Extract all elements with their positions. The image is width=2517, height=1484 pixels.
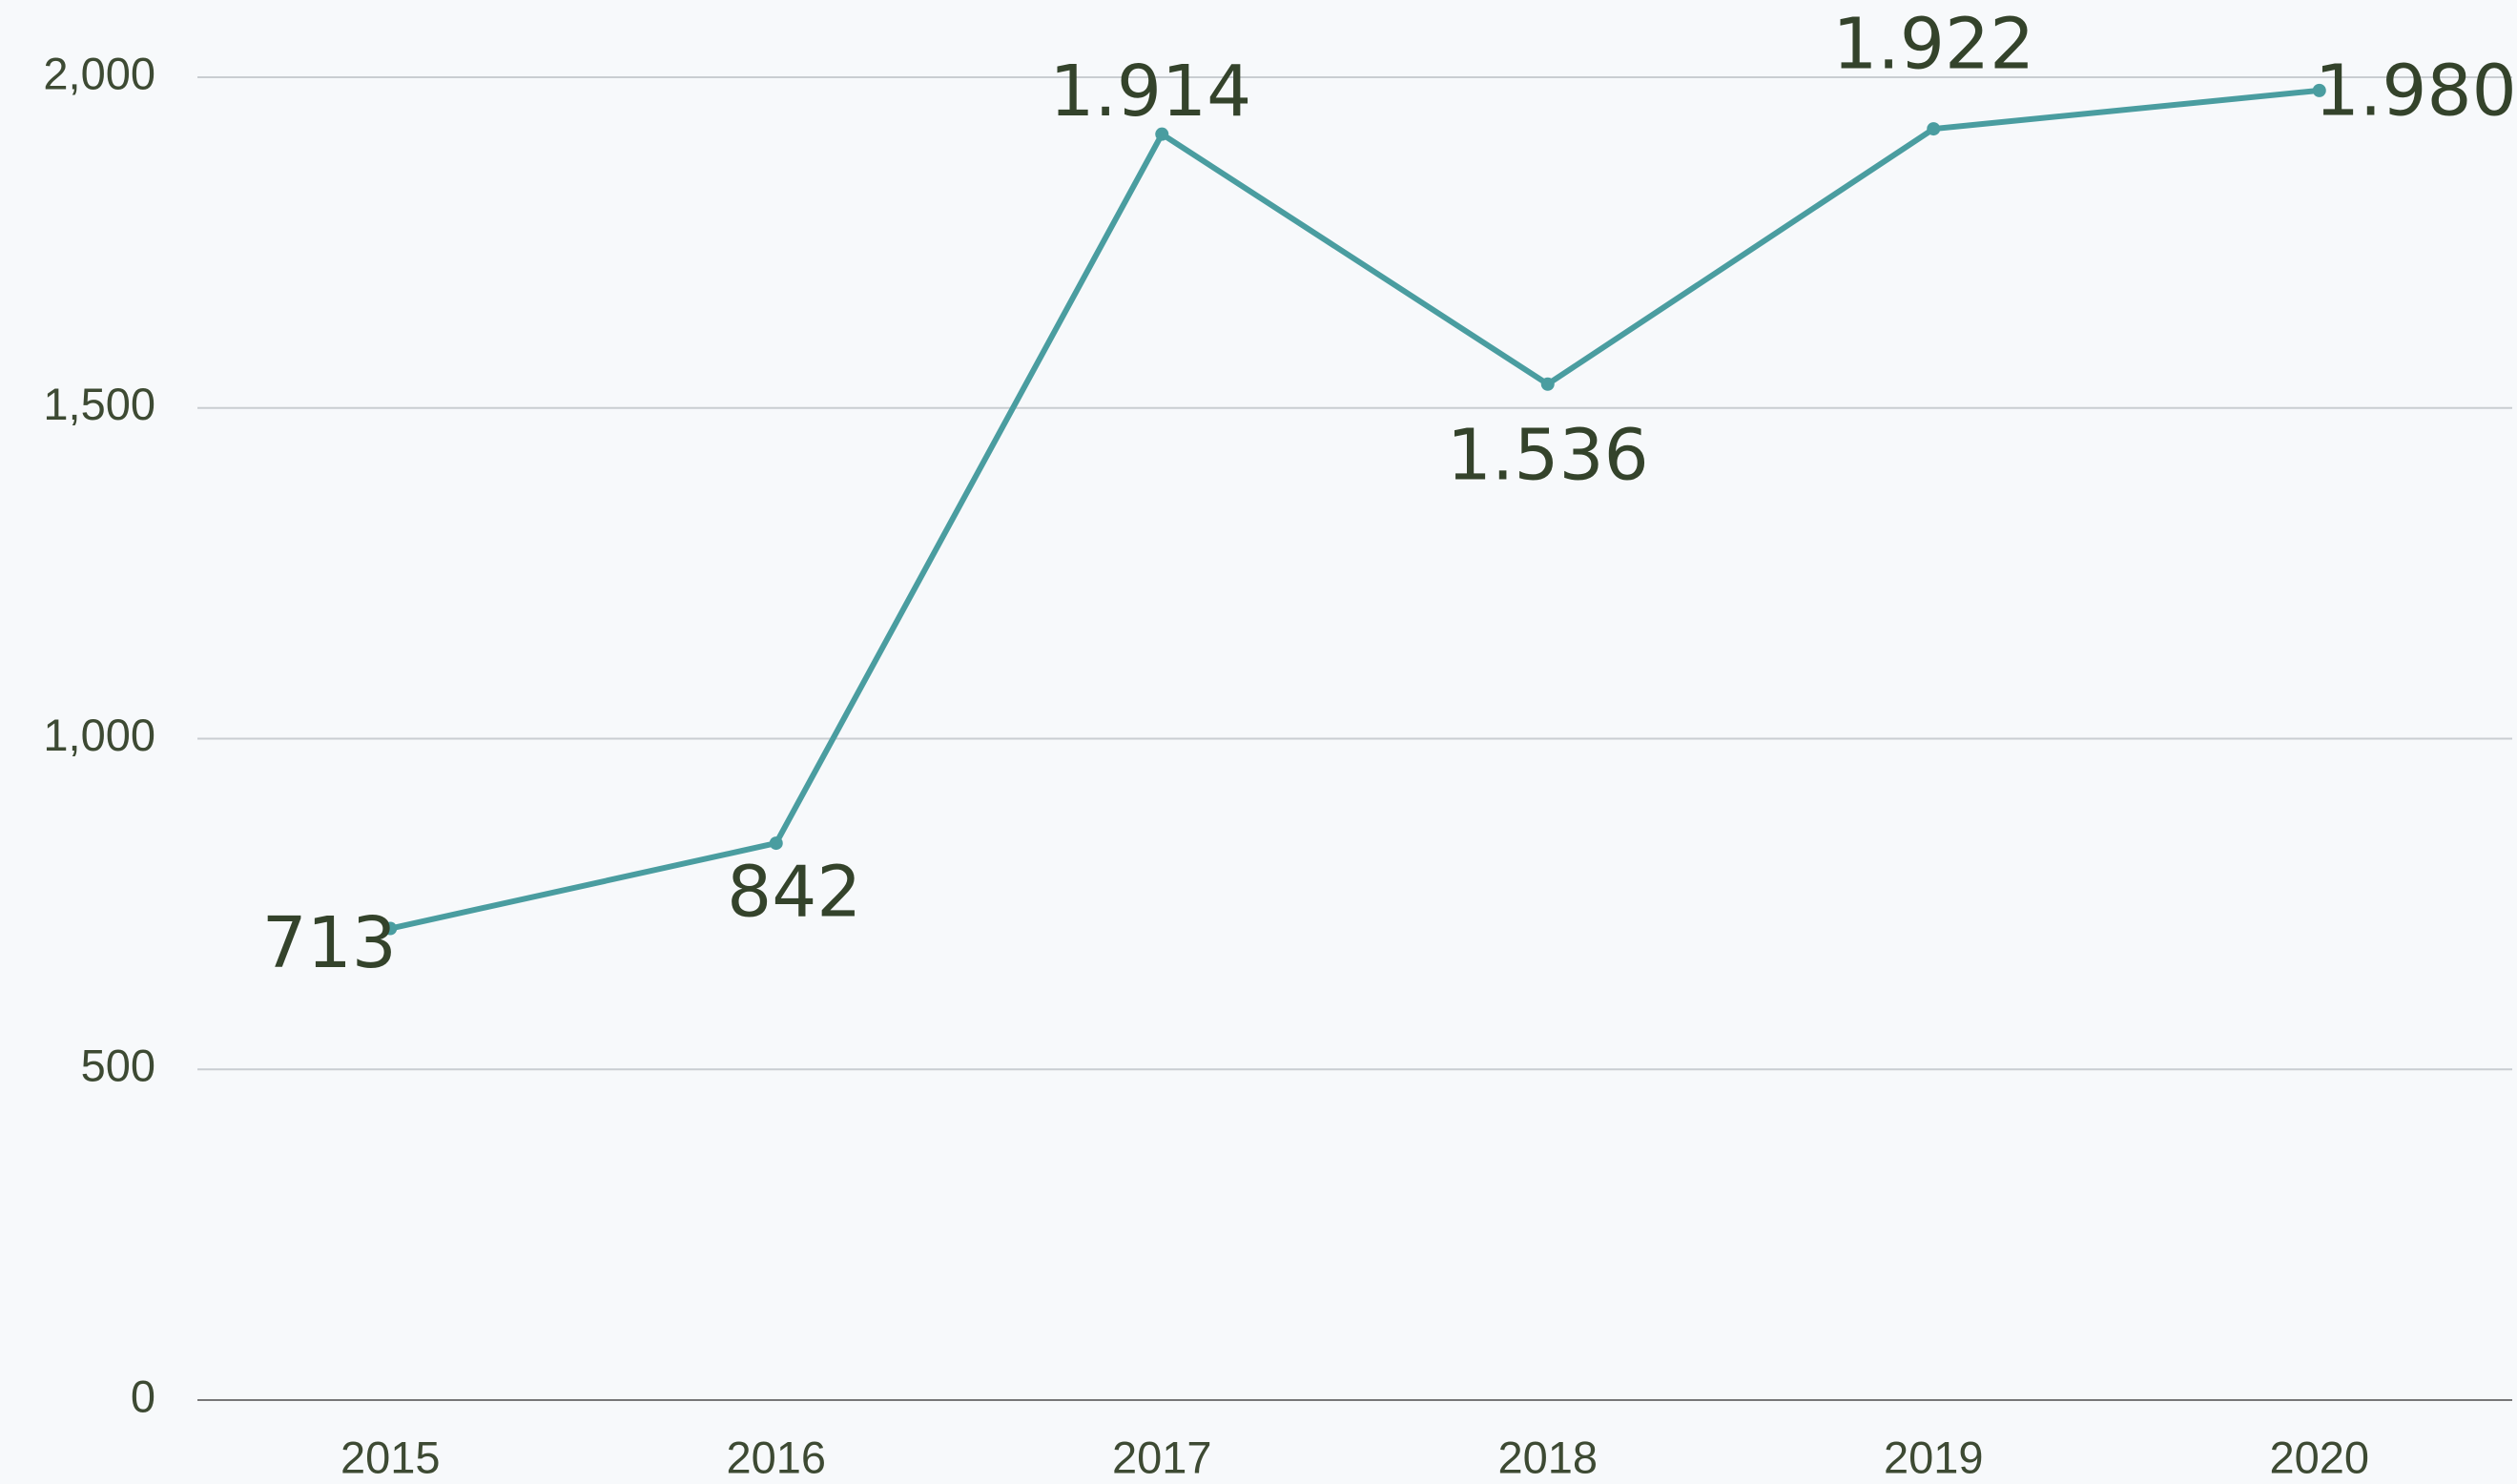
- y-tick-label: 1,500: [43, 379, 155, 429]
- x-tick-label: 2019: [1884, 1432, 1984, 1482]
- data-label: 842: [727, 852, 861, 934]
- y-tick-label: 0: [131, 1371, 155, 1421]
- y-tick-label: 2,000: [43, 48, 155, 98]
- point: [1155, 127, 1169, 141]
- x-tick-label: 2016: [726, 1432, 826, 1482]
- y-tick-label: 500: [81, 1041, 155, 1091]
- point: [2312, 83, 2326, 97]
- point: [1540, 377, 1555, 391]
- data-label: 1.922: [1832, 4, 2034, 86]
- x-tick-label: 2015: [340, 1432, 441, 1482]
- y-tick-label: 1,000: [43, 710, 155, 760]
- data-label: 1.914: [1049, 51, 1251, 133]
- x-tick-label: 2017: [1112, 1432, 1212, 1482]
- point: [769, 836, 783, 851]
- line: [389, 87, 2321, 932]
- point: [383, 921, 398, 936]
- data-label: 1.980: [2315, 50, 2517, 132]
- data-label: 713: [262, 902, 397, 984]
- x-tick-label: 2020: [2269, 1432, 2369, 1482]
- point: [1927, 122, 1941, 136]
- data-label: 1.536: [1447, 414, 1649, 496]
- x-tick-label: 2018: [1497, 1432, 1598, 1482]
